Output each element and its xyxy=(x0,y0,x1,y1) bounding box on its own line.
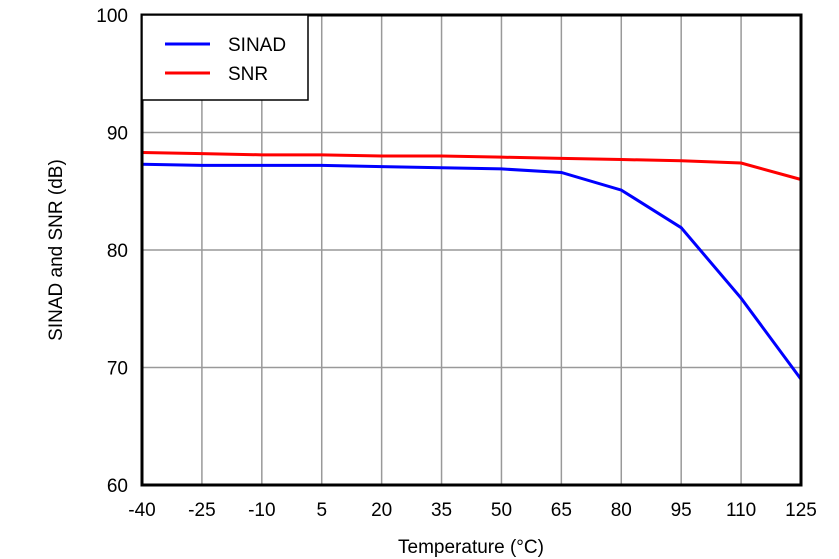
x-tick-label: -25 xyxy=(188,500,215,521)
x-tick-label: 110 xyxy=(726,500,756,521)
x-tick-label: 95 xyxy=(671,500,692,521)
y-tick-label: 90 xyxy=(107,124,128,145)
y-axis-label: SINAD and SNR (dB) xyxy=(46,159,67,341)
y-tick-label: 60 xyxy=(107,476,128,497)
x-tick-label: 5 xyxy=(316,500,327,521)
x-tick-label: 50 xyxy=(491,500,512,521)
legend-label-sinad: SINAD xyxy=(228,35,286,56)
x-tick-label: 20 xyxy=(371,500,392,521)
series-line-sinad xyxy=(141,162,803,381)
y-tick-label: 80 xyxy=(107,241,128,262)
x-tick-label: 125 xyxy=(785,500,817,521)
y-tick-label: 70 xyxy=(107,359,128,380)
legend-label-snr: SNR xyxy=(228,64,268,85)
x-tick-label: 65 xyxy=(551,500,572,521)
y-tick-label: 100 xyxy=(96,6,128,27)
x-tick-label: -10 xyxy=(248,500,275,521)
legend: SINAD SNR xyxy=(141,14,309,101)
plot-frame xyxy=(140,13,803,487)
x-tick-label: 80 xyxy=(611,500,632,521)
x-tick-label: -40 xyxy=(128,500,155,521)
x-axis-label: Temperature (°C) xyxy=(398,537,544,558)
x-tick-label: 35 xyxy=(431,500,452,521)
series-line-snr xyxy=(141,150,802,181)
